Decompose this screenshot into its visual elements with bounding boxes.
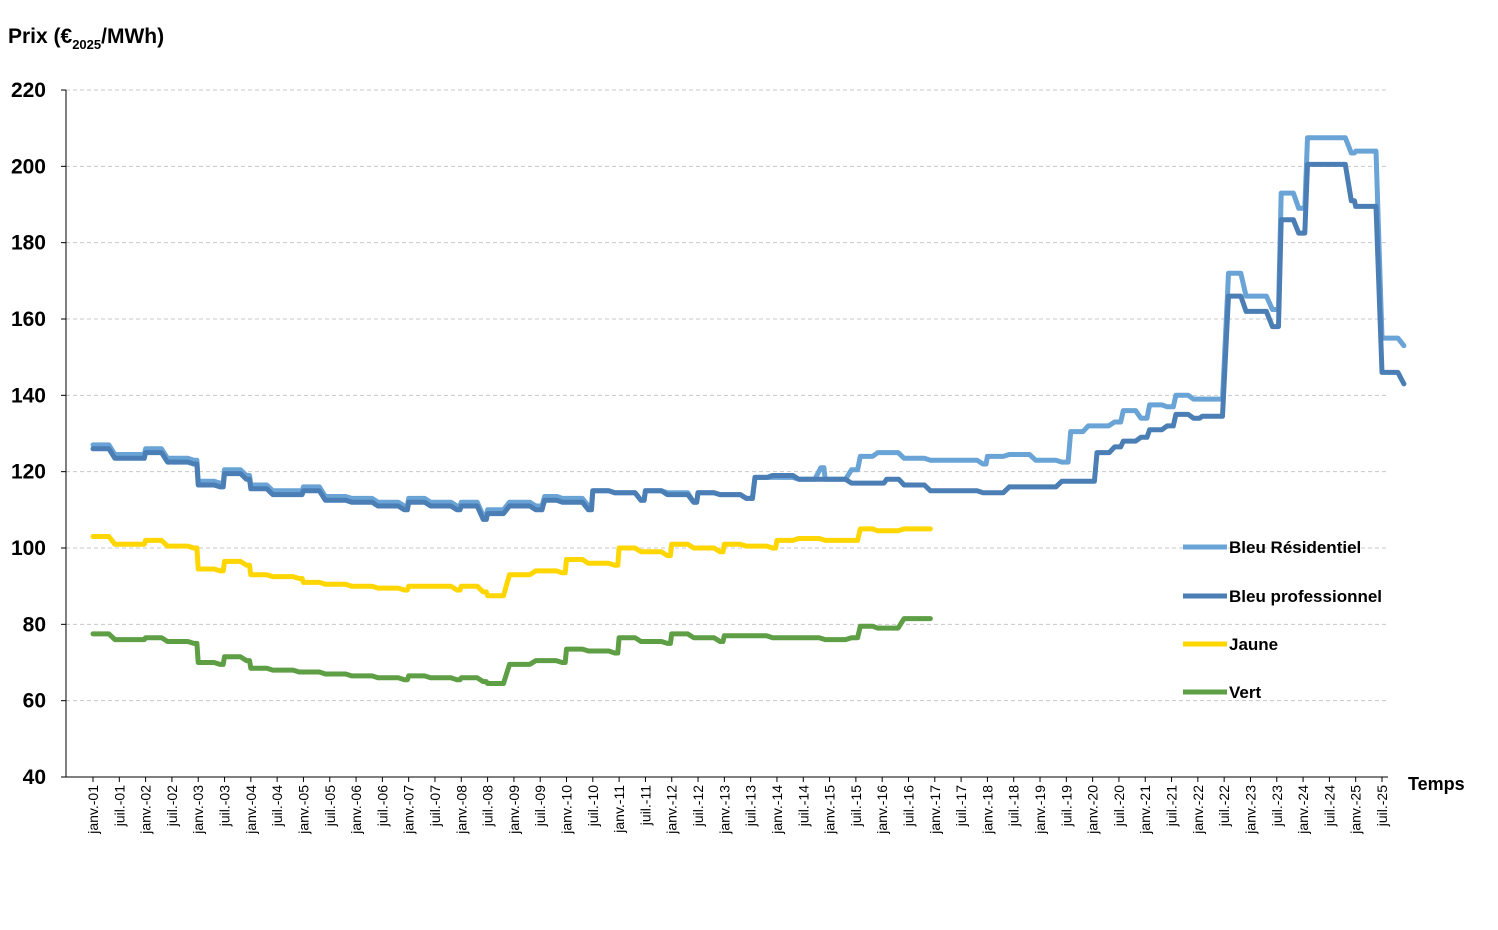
y-axis-title: Prix (€2025/MWh) <box>8 25 164 52</box>
x-tick-label: janv.-08 <box>453 785 469 835</box>
x-tick-label: juil.-10 <box>585 785 601 827</box>
y-axis-title-main: Prix (€ <box>8 25 73 48</box>
x-tick-label: juil.-03 <box>217 785 233 827</box>
y-tick-label: 40 <box>23 766 46 789</box>
x-tick-label: janv.-14 <box>769 785 785 835</box>
x-tick-label: juil.-18 <box>1006 785 1022 827</box>
x-tick-label: juil.-09 <box>532 785 548 827</box>
x-tick-label: janv.-01 <box>85 785 101 835</box>
y-tick-label: 120 <box>11 461 46 484</box>
x-tick-labels: janv.-01 juil.-01 janv.-02 juil.-02 janv.-03… <box>85 785 1390 835</box>
y-tick-label: 180 <box>11 232 46 255</box>
series-line-2 <box>90 526 933 599</box>
x-tick-label: janv.-17 <box>927 785 943 835</box>
x-tick-label: juil.-21 <box>1164 785 1180 827</box>
y-axis-title-tail: /MWh) <box>101 25 164 48</box>
x-axis-title: Temps <box>1408 774 1465 794</box>
x-tick-label: juil.-14 <box>795 785 811 827</box>
x-tick-label: juil.-19 <box>1058 785 1074 827</box>
x-tick-label: juil.-15 <box>848 785 864 827</box>
series-line-3 <box>90 616 933 686</box>
legend-label: Bleu professionnel <box>1229 587 1382 606</box>
y-tick-label: 60 <box>23 690 46 713</box>
x-tick-label: juil.-08 <box>480 785 496 827</box>
x-tick-label: juil.-11 <box>637 785 653 826</box>
x-tick-label: juil.-04 <box>269 785 285 827</box>
x-tick-label: janv.-23 <box>1242 785 1258 835</box>
x-tick-label: janv.-03 <box>190 785 206 835</box>
legend-label: Vert <box>1229 683 1261 702</box>
x-tick-label: janv.-10 <box>559 785 575 835</box>
x-tick-label: janv.-20 <box>1085 785 1101 835</box>
x-tick-label: juil.-24 <box>1321 785 1337 827</box>
x-tick-label: janv.-16 <box>874 785 890 835</box>
x-tick-label: juil.-25 <box>1374 785 1390 827</box>
x-tick-label: janv.-25 <box>1348 785 1364 835</box>
legend: Bleu Résidentiel Bleu professionnel Jaune V… <box>1183 538 1382 702</box>
x-tick-label: juil.-13 <box>743 785 759 827</box>
x-tick-label: juil.-05 <box>322 785 338 827</box>
x-tick-label: janv.-06 <box>348 785 364 835</box>
legend-label: Bleu Résidentiel <box>1229 538 1361 557</box>
y-tick-label: 160 <box>11 308 46 331</box>
x-tick-label: janv.-11 <box>611 785 627 834</box>
x-tick-label: janv.-09 <box>506 785 522 835</box>
x-tick-label: janv.-04 <box>243 785 259 835</box>
x-tick-label: juil.-01 <box>111 785 127 827</box>
axes <box>61 89 1388 782</box>
x-tick-label: janv.-05 <box>295 785 311 835</box>
x-tick-label: janv.-12 <box>664 785 680 835</box>
y-tick-label: 80 <box>23 613 46 636</box>
x-tick-label: janv.-22 <box>1190 785 1206 835</box>
x-tick-label: juil.-16 <box>900 785 916 827</box>
x-tick-label: janv.-19 <box>1032 785 1048 835</box>
x-tick-label: janv.-13 <box>716 785 732 835</box>
x-tick-label: juil.-22 <box>1216 785 1232 827</box>
x-tick-label: janv.-15 <box>822 785 838 835</box>
x-tick-label: janv.-07 <box>401 785 417 835</box>
y-tick-label: 100 <box>11 537 46 560</box>
legend-label: Jaune <box>1229 635 1278 654</box>
x-tick-label: juil.-23 <box>1269 785 1285 827</box>
x-tick-label: janv.-02 <box>138 785 154 835</box>
x-tick-label: janv.-18 <box>979 785 995 835</box>
x-tick-label: juil.-20 <box>1111 785 1127 827</box>
series-line-1 <box>90 161 1407 522</box>
y-tick-labels: 40 60 80 100 120 140 160 180 200 220 <box>11 79 46 789</box>
x-tick-label: juil.-02 <box>164 785 180 827</box>
gridlines <box>66 89 1388 702</box>
y-axis-title-sub: 2025 <box>72 37 101 52</box>
y-tick-label: 140 <box>11 384 46 407</box>
y-tick-label: 200 <box>11 155 46 178</box>
x-tick-label: juil.-07 <box>427 785 443 827</box>
x-tick-label: juil.-06 <box>374 785 390 827</box>
y-tick-label: 220 <box>11 79 46 102</box>
series-line-0 <box>90 135 1407 519</box>
x-tick-label: janv.-24 <box>1295 785 1311 835</box>
x-tick-label: juil.-12 <box>690 785 706 827</box>
x-tick-label: juil.-17 <box>953 785 969 827</box>
series-lines <box>90 135 1407 686</box>
x-tick-label: janv.-21 <box>1137 785 1153 835</box>
